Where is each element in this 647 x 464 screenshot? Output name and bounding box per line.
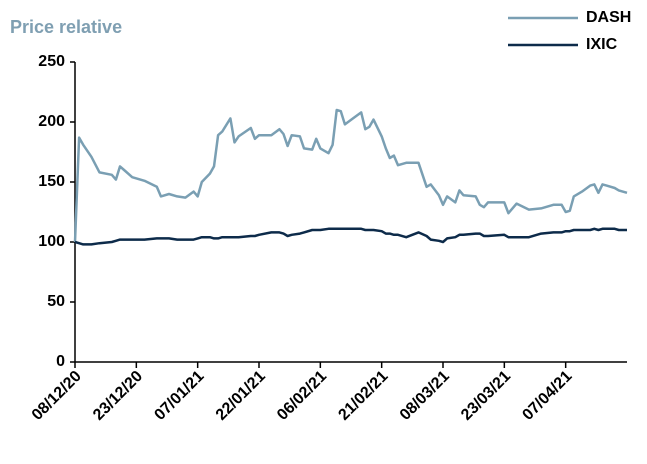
line-series — [73, 108, 628, 243]
x-tick-label: 23/03/21 — [458, 368, 514, 424]
legend-label: IXIC — [586, 36, 618, 53]
x-tick-label: 07/04/21 — [519, 368, 575, 424]
y-tick-label: 200 — [38, 113, 65, 130]
y-tick-label: 0 — [56, 353, 65, 370]
x-tick-label: 23/12/20 — [90, 368, 146, 424]
x-tick-label: 07/01/21 — [151, 368, 207, 424]
x-tick-label: 22/01/21 — [213, 368, 269, 424]
y-tick-label: 150 — [38, 173, 65, 190]
y-tick-label: 250 — [38, 53, 65, 70]
legend-label: DASH — [586, 9, 631, 26]
chart-title: Price relative — [10, 17, 122, 37]
line-series — [74, 227, 627, 246]
x-tick-label: 21/02/21 — [335, 368, 391, 424]
x-tick-label: 08/12/20 — [29, 368, 85, 424]
x-tick-label: 08/03/21 — [397, 368, 453, 424]
y-tick-label: 100 — [38, 233, 65, 250]
x-tick-label: 06/02/21 — [274, 368, 330, 424]
y-tick-label: 50 — [47, 293, 65, 310]
